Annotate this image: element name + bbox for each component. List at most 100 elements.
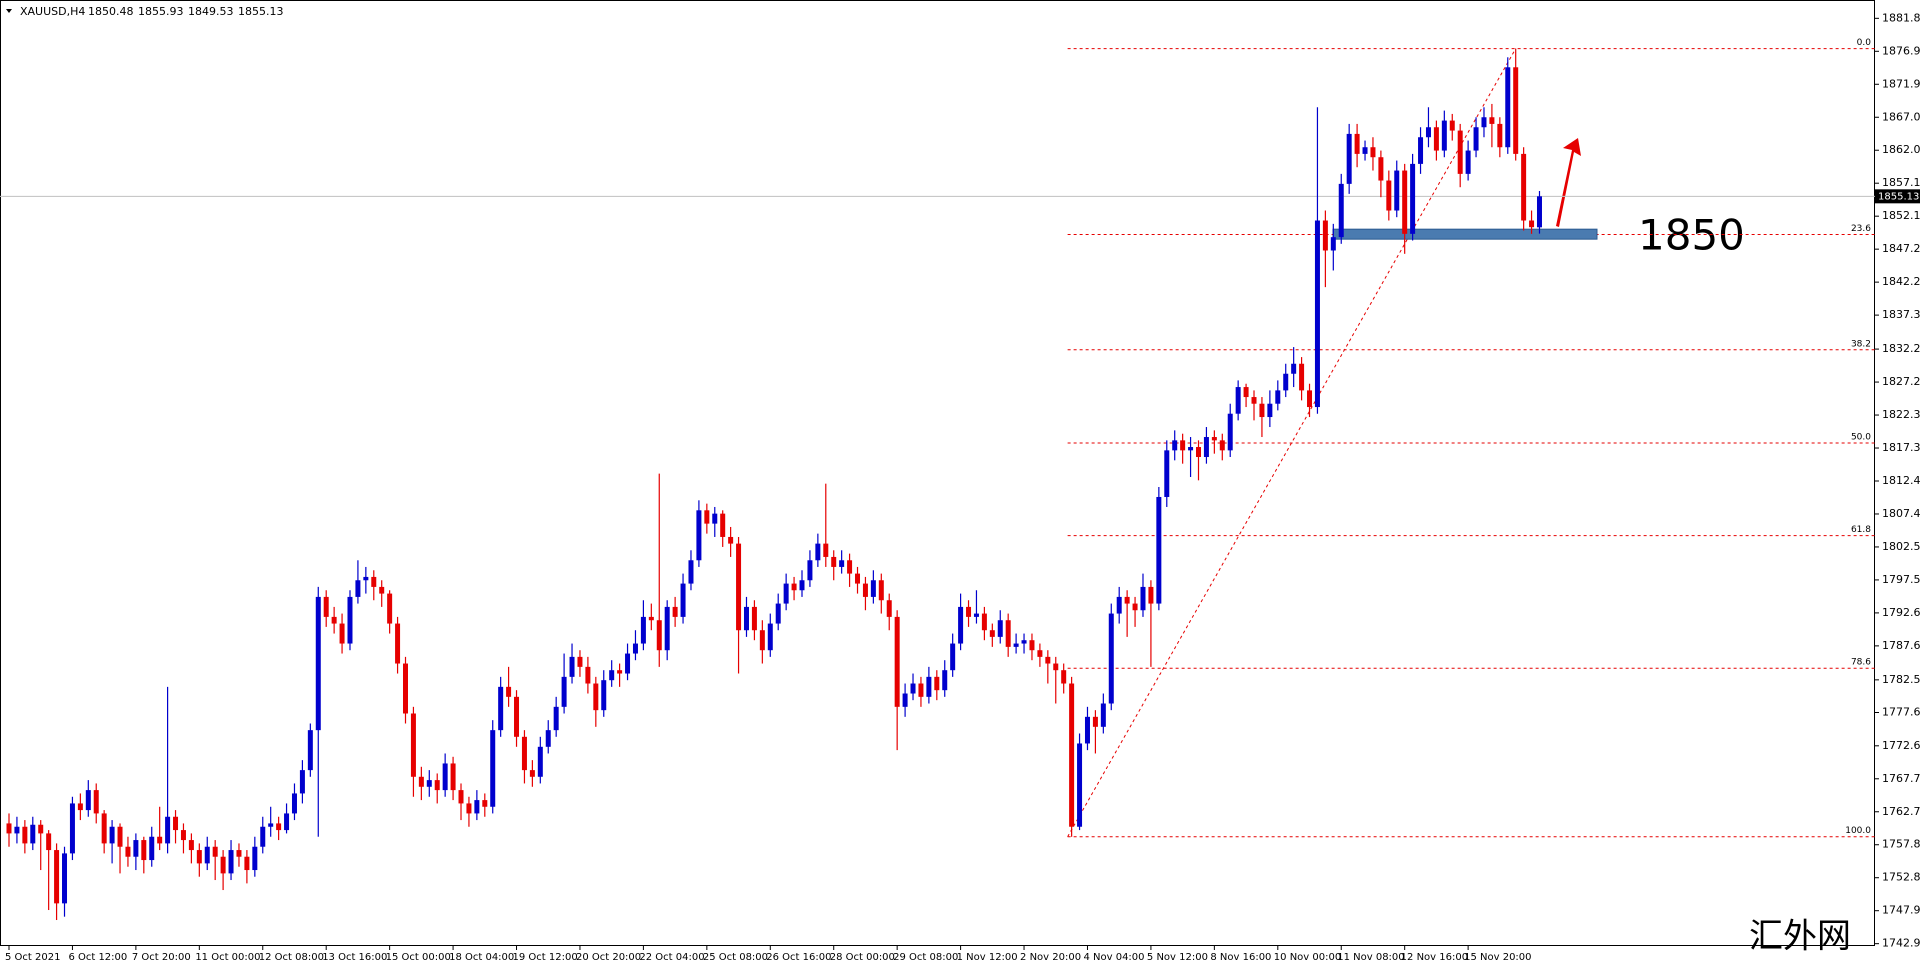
x-tick-label: 5 Oct 2021 (5, 952, 60, 963)
x-tick-label: 10 Nov 00:00 (1274, 952, 1341, 963)
header-value: 1855.13 (238, 5, 284, 18)
candle-body (1092, 716, 1098, 727)
x-tick-label: 5 Nov 12:00 (1147, 952, 1208, 963)
candle-body (1536, 196, 1542, 228)
candle-body (54, 850, 60, 904)
candle-body (894, 616, 900, 707)
candle-body (1354, 133, 1360, 154)
candle-body (355, 580, 361, 597)
candle-body (252, 846, 258, 871)
candle-body (1441, 120, 1447, 151)
candle-body (1251, 397, 1257, 404)
fib-label: 38.2 (1851, 339, 1871, 349)
candle-body (1172, 440, 1178, 451)
candle-body (1243, 387, 1249, 398)
fib-trend (1067, 48, 1517, 837)
candle-body (625, 653, 631, 674)
candle-body (133, 840, 139, 857)
price-tag (1875, 189, 1920, 204)
candle-body (1116, 596, 1122, 614)
candle-body (315, 596, 321, 731)
price-tag-label: 1855.13 (1878, 191, 1919, 202)
candle-body (403, 663, 408, 714)
candle-body (1402, 170, 1408, 234)
candle-body (46, 833, 52, 851)
candle-body (1100, 703, 1106, 727)
candle-body (299, 770, 305, 794)
plot-frame (0, 0, 1875, 946)
candle-body (109, 826, 115, 844)
candle-body (490, 730, 496, 807)
candle-body (775, 603, 781, 624)
candle-body (173, 816, 179, 831)
candle-body (1148, 586, 1154, 604)
candle-body (632, 643, 638, 654)
symbol-marker (6, 9, 12, 13)
candle-body (1164, 450, 1170, 497)
fib-label: 23.6 (1851, 224, 1871, 234)
candle-body (1061, 670, 1067, 684)
candle-body (331, 616, 337, 624)
candle-body (664, 606, 670, 651)
candle-body (77, 803, 83, 811)
candle-body (521, 736, 527, 771)
y-tick-label: 1827.25 (1882, 375, 1920, 388)
y-tick-label: 1792.60 (1882, 606, 1920, 619)
x-tick-label: 13 Oct 16:00 (322, 952, 387, 963)
candle-body (640, 616, 646, 644)
candle-body (601, 680, 607, 711)
y-tick-label: 1832.20 (1882, 342, 1920, 355)
candle-body (767, 623, 773, 651)
y-tick-label: 1807.45 (1882, 507, 1920, 520)
x-tick-label: 15 Oct 00:00 (386, 952, 451, 963)
candle-body (831, 556, 837, 567)
x-tick-label: 29 Oct 08:00 (893, 952, 958, 963)
candle-body (847, 560, 853, 574)
candle-body (101, 813, 107, 844)
candle-body (783, 583, 789, 604)
candle-body (363, 576, 369, 581)
candle-body (1362, 147, 1368, 154)
candle-body (6, 823, 12, 834)
candle-body (1473, 127, 1479, 151)
candle-body (966, 606, 972, 617)
y-tick-label: 1867.00 (1882, 110, 1920, 123)
candle-body (791, 583, 797, 591)
y-tick-label: 1797.55 (1882, 573, 1920, 586)
candle-body (212, 846, 218, 857)
candle-body (1418, 137, 1424, 164)
arrow (1556, 138, 1581, 227)
candle-body (450, 763, 456, 791)
candle-body (260, 826, 266, 847)
candle-body (1053, 663, 1059, 671)
candle-body (62, 853, 68, 904)
x-tick-label: 8 Nov 16:00 (1210, 952, 1271, 963)
candle-body (926, 676, 932, 697)
candle-body (1124, 596, 1130, 604)
candle-body (276, 823, 282, 831)
candle-body (751, 606, 757, 631)
y-tick-label: 1772.65 (1882, 739, 1920, 752)
candle-body (387, 593, 393, 624)
candle-body (1037, 650, 1043, 657)
x-tick-label: 1 Nov 12:00 (957, 952, 1018, 963)
candle-body (482, 800, 488, 807)
x-tick-label: 4 Nov 04:00 (1083, 952, 1144, 963)
candle-body (434, 780, 440, 791)
y-tick-label: 1842.25 (1882, 275, 1920, 288)
candle-body (1449, 120, 1455, 131)
y-tick-label: 1876.90 (1882, 44, 1920, 57)
candle-body (545, 730, 551, 747)
candle-body (307, 730, 313, 771)
candle-body (1338, 183, 1344, 238)
candle-body (1140, 586, 1146, 611)
candle-body (537, 746, 543, 777)
candle-body (69, 803, 75, 854)
candle-body (870, 580, 876, 597)
candle-body (989, 630, 995, 637)
candle-body (617, 670, 623, 674)
candle-body (1521, 153, 1527, 221)
y-tick-label: 1871.95 (1882, 77, 1920, 90)
y-tick-label: 1862.05 (1882, 143, 1920, 156)
y-tick-label: 1812.40 (1882, 474, 1920, 487)
